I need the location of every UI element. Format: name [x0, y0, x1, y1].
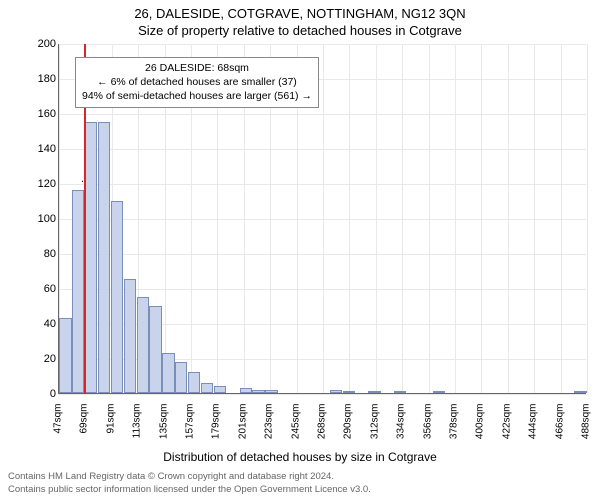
y-tick-label: 200: [34, 38, 56, 50]
x-tick-label: 466sqm: [554, 404, 565, 444]
gridline-v: [534, 44, 535, 393]
x-tick-label: 334sqm: [396, 404, 407, 444]
histogram-bar: [137, 297, 149, 393]
chart-title-line1: 26, DALESIDE, COTGRAVE, NOTTINGHAM, NG12…: [0, 6, 600, 21]
gridline-v: [455, 44, 456, 393]
x-tick-label: 91sqm: [105, 404, 116, 444]
histogram-bar: [59, 318, 71, 393]
y-tick-label: 180: [34, 73, 56, 85]
y-tick-label: 100: [34, 213, 56, 225]
histogram-bar: [201, 383, 213, 394]
gridline-v: [508, 44, 509, 393]
x-tick-label: 47sqm: [53, 404, 64, 444]
histogram-bar: [330, 390, 342, 394]
annotation-line3: 94% of semi-detached houses are larger (…: [82, 89, 312, 103]
x-tick-label: 290sqm: [343, 404, 354, 444]
x-tick-label: 312sqm: [369, 404, 380, 444]
y-tick-label: 60: [34, 283, 56, 295]
histogram-bar: [111, 201, 123, 394]
footer-attribution: Contains HM Land Registry data © Crown c…: [8, 471, 592, 496]
x-tick-label: 268sqm: [317, 404, 328, 444]
x-tick-label: 113sqm: [132, 404, 143, 444]
annotation-line1: 26 DALESIDE: 68sqm: [82, 61, 312, 75]
y-tick-label: 120: [34, 178, 56, 190]
y-tick-label: 40: [34, 318, 56, 330]
gridline-v: [349, 44, 350, 393]
histogram-bar: [175, 362, 187, 394]
footer-line1: Contains HM Land Registry data © Crown c…: [8, 471, 592, 483]
histogram-bar: [433, 391, 445, 393]
gridline-v: [376, 44, 377, 393]
annotation-box: 26 DALESIDE: 68sqm ← 6% of detached hous…: [75, 57, 319, 108]
x-tick-label: 422sqm: [501, 404, 512, 444]
gridline-v: [429, 44, 430, 393]
y-tick-label: 160: [34, 108, 56, 120]
histogram-bar: [343, 391, 355, 393]
histogram-bar: [252, 390, 264, 394]
x-tick-label: 488sqm: [581, 404, 592, 444]
histogram-bar: [85, 122, 97, 393]
histogram-bar: [214, 386, 226, 393]
histogram-bar: [240, 388, 252, 393]
y-tick-label: 80: [34, 248, 56, 260]
histogram-bar: [72, 190, 84, 393]
gridline-h: [59, 394, 586, 395]
gridline-v: [587, 44, 588, 393]
x-tick-label: 69sqm: [79, 404, 90, 444]
x-tick-label: 400sqm: [475, 404, 486, 444]
y-tick-label: 0: [34, 388, 56, 400]
histogram-bar: [149, 306, 161, 394]
x-tick-label: 223sqm: [264, 404, 275, 444]
x-tick-label: 444sqm: [528, 404, 539, 444]
gridline-v: [481, 44, 482, 393]
y-tick-label: 20: [34, 353, 56, 365]
x-tick-label: 135sqm: [158, 404, 169, 444]
histogram-bar: [188, 372, 200, 393]
gridline-v: [561, 44, 562, 393]
histogram-bar: [368, 391, 380, 393]
footer-line2: Contains public sector information licen…: [8, 484, 592, 496]
x-axis-label: Distribution of detached houses by size …: [0, 450, 600, 464]
x-tick-label: 157sqm: [185, 404, 196, 444]
histogram-bar: [574, 391, 586, 393]
histogram-bar: [394, 391, 406, 393]
chart-title-line2: Size of property relative to detached ho…: [0, 23, 600, 38]
y-tick-label: 140: [34, 143, 56, 155]
x-tick-label: 245sqm: [290, 404, 301, 444]
histogram-bar: [265, 390, 277, 394]
histogram-bar: [162, 353, 174, 393]
x-tick-label: 179sqm: [211, 404, 222, 444]
x-tick-label: 201sqm: [237, 404, 248, 444]
histogram-bar: [98, 122, 110, 393]
gridline-v: [402, 44, 403, 393]
x-tick-label: 378sqm: [449, 404, 460, 444]
gridline-v: [323, 44, 324, 393]
histogram-bar: [124, 279, 136, 393]
annotation-line2: ← 6% of detached houses are smaller (37): [82, 75, 312, 89]
x-tick-label: 356sqm: [422, 404, 433, 444]
